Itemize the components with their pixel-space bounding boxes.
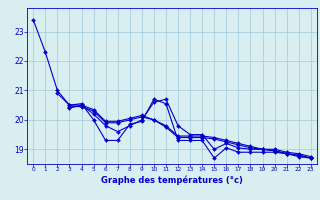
X-axis label: Graphe des températures (°c): Graphe des températures (°c) <box>101 175 243 185</box>
